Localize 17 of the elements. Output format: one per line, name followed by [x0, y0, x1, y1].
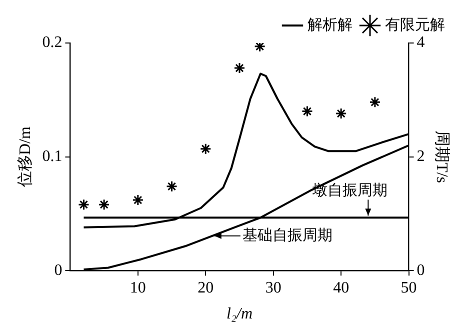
- y-tick-label: 0.1: [42, 148, 62, 166]
- y2-tick-label: 0: [416, 262, 425, 279]
- x-tick-label: 50: [400, 279, 417, 296]
- legend-label: 有限元解: [385, 16, 445, 34]
- x-tick-label: 40: [333, 279, 350, 296]
- x-tick-label: 10: [130, 279, 146, 296]
- x-tick-label: 30: [265, 279, 282, 296]
- x-axis-title: l₂/m: [226, 306, 253, 323]
- y2-axis-title: 周期T/s: [433, 130, 452, 184]
- y-tick-label: 0: [54, 262, 62, 279]
- y-tick-label: 0.2: [42, 34, 62, 52]
- y-axis-title: 位移D/m: [16, 126, 34, 188]
- legend-label: 解析解: [308, 16, 352, 34]
- y2-tick-label: 2: [416, 148, 425, 166]
- y2-tick-label: 4: [416, 34, 425, 52]
- legend-label: 基础自振周期: [242, 226, 332, 244]
- x-tick-label: 20: [198, 279, 214, 296]
